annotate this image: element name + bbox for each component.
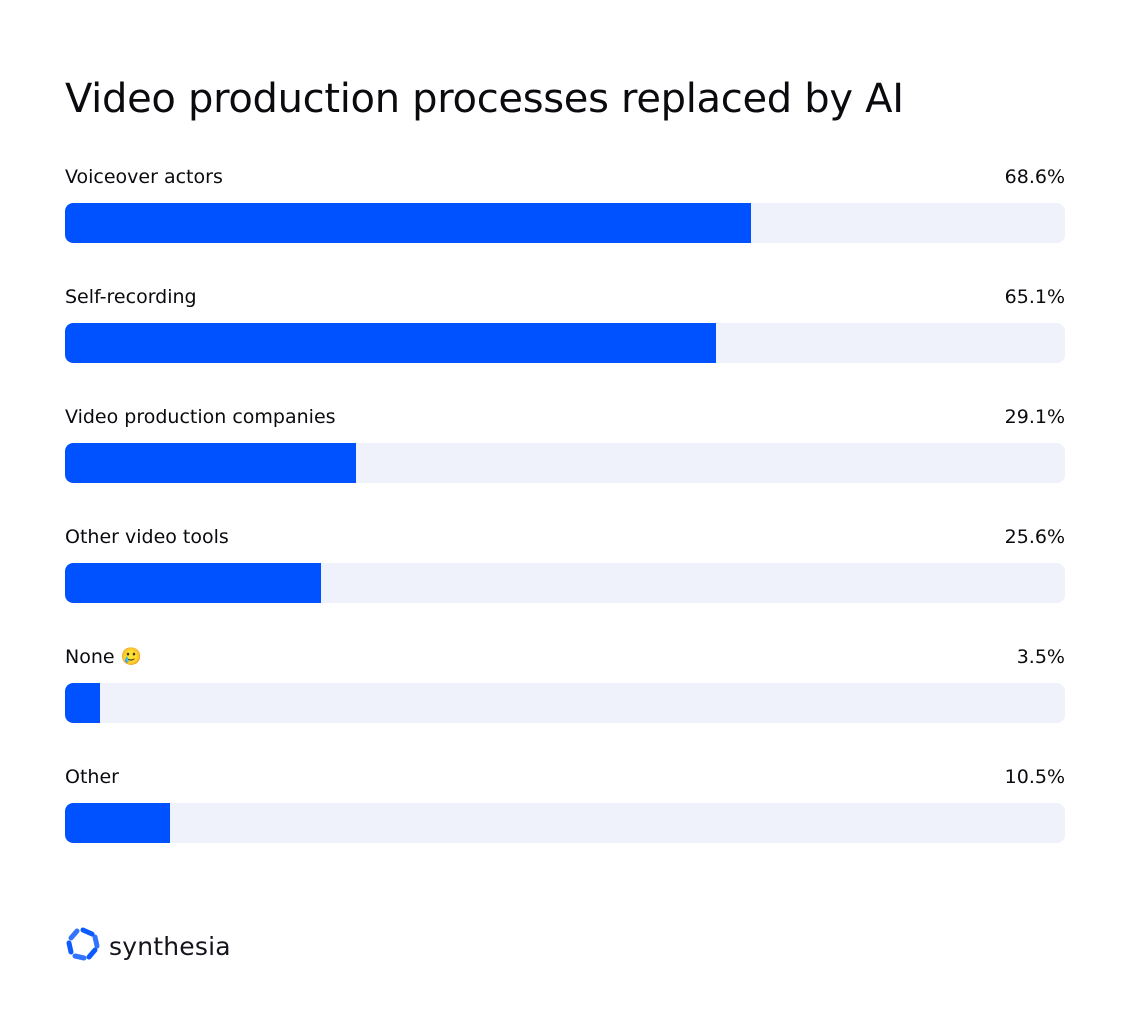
bar-fill: [65, 323, 716, 363]
brand-name: synthesia: [109, 931, 231, 961]
bar-fill: [65, 443, 356, 483]
bar-value: 3.5%: [1016, 646, 1065, 668]
bar-fill: [65, 203, 751, 243]
bar-track: [65, 683, 1065, 723]
synthesia-logo-icon: [65, 926, 101, 966]
bar-label-group: Self-recording: [65, 286, 203, 308]
bar-list: Voiceover actors 68.6% Self-recording 65…: [65, 164, 1065, 884]
bar-label: Self-recording: [65, 286, 197, 308]
bar-row: None 🥲 3.5%: [65, 644, 1065, 764]
bar-label-group: Other video tools: [65, 526, 235, 548]
bar-label: Video production companies: [65, 406, 336, 428]
bar-row: Self-recording 65.1%: [65, 284, 1065, 404]
bar-row: Video production companies 29.1%: [65, 404, 1065, 524]
bar-row: Other video tools 25.6%: [65, 524, 1065, 644]
bar-fill: [65, 563, 321, 603]
bar-value: 65.1%: [1004, 286, 1065, 308]
crying-smile-emoji-icon: 🥲: [120, 647, 142, 667]
bar-fill: [65, 683, 100, 723]
bar-track: [65, 803, 1065, 843]
bar-row-header: Other video tools 25.6%: [65, 524, 1065, 550]
bar-label: Other video tools: [65, 526, 229, 548]
brand-logo: synthesia: [65, 926, 231, 966]
bar-label: Other: [65, 766, 119, 788]
bar-value: 25.6%: [1004, 526, 1065, 548]
chart-title: Video production processes replaced by A…: [65, 76, 904, 122]
bar-label-group: Other: [65, 766, 125, 788]
bar-value: 68.6%: [1004, 166, 1065, 188]
bar-track: [65, 203, 1065, 243]
bar-row-header: Video production companies 29.1%: [65, 404, 1065, 430]
bar-value: 10.5%: [1004, 766, 1065, 788]
bar-label: Voiceover actors: [65, 166, 223, 188]
bar-row-header: Self-recording 65.1%: [65, 284, 1065, 310]
bar-track: [65, 563, 1065, 603]
bar-row-header: None 🥲 3.5%: [65, 644, 1065, 670]
bar-track: [65, 323, 1065, 363]
bar-track: [65, 443, 1065, 483]
bar-label-group: Video production companies: [65, 406, 342, 428]
bar-fill: [65, 803, 170, 843]
bar-row-header: Other 10.5%: [65, 764, 1065, 790]
bar-label: None: [65, 646, 115, 668]
bar-value: 29.1%: [1004, 406, 1065, 428]
bar-row: Other 10.5%: [65, 764, 1065, 884]
bar-label-group: None 🥲: [65, 646, 142, 668]
bar-label-group: Voiceover actors: [65, 166, 229, 188]
bar-row: Voiceover actors 68.6%: [65, 164, 1065, 284]
bar-row-header: Voiceover actors 68.6%: [65, 164, 1065, 190]
